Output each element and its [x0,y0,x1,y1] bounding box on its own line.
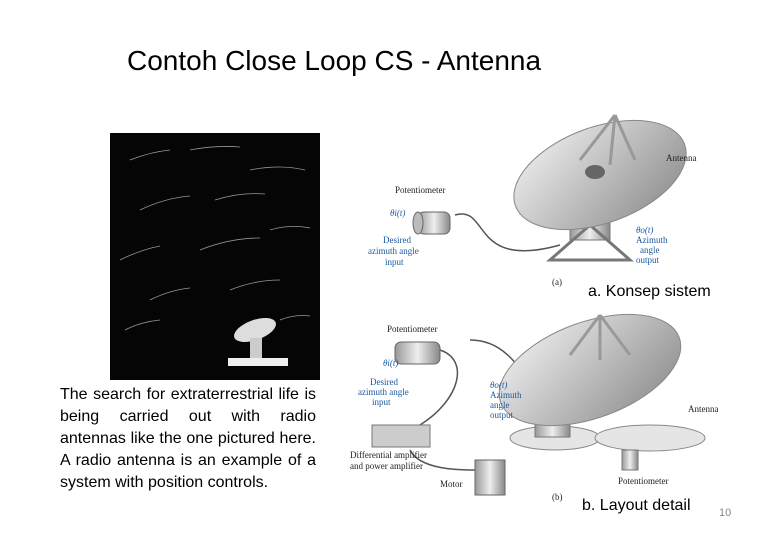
night-photo [110,133,320,380]
label: output [636,255,660,265]
caption-a: a. Konsep sistem [588,283,711,300]
symbol: θi(t) [383,358,398,368]
label: input [372,397,391,407]
symbol: θi(t) [390,208,405,218]
label: Motor [440,479,463,489]
caption-b: b. Layout detail [582,497,691,514]
label: angle [490,400,510,410]
label: azimuth angle [368,246,419,256]
tag: (b) [552,492,563,502]
page-number: 10 [719,507,732,519]
label: Potentiometer [618,476,669,486]
label: azimuth angle [358,387,409,397]
label: Potentiometer [387,324,438,334]
label: Antenna [666,153,697,163]
figure-b: Potentiometer θi(t) Desired azimuth angl… [350,313,719,502]
label: Azimuth [490,390,522,400]
label: Azimuth [636,235,668,245]
symbol: θo(t) [490,380,507,390]
description: The search for extraterrestrial life is … [60,386,316,491]
label: Desired [383,235,411,245]
figure-a: Potentiometer Antenna θi(t) Desired azim… [368,114,697,287]
symbol: θo(t) [636,225,653,235]
label: Antenna [688,404,719,414]
label: input [385,257,404,267]
label: angle [640,245,660,255]
label: and power amplifier [350,461,423,471]
label: Desired [370,377,398,387]
label: output [490,410,514,420]
slide-title: Contoh Close Loop CS - Antenna [127,45,542,76]
label: Potentiometer [395,185,446,195]
label: Differential amplifier [350,450,427,460]
tag: (a) [552,277,562,287]
